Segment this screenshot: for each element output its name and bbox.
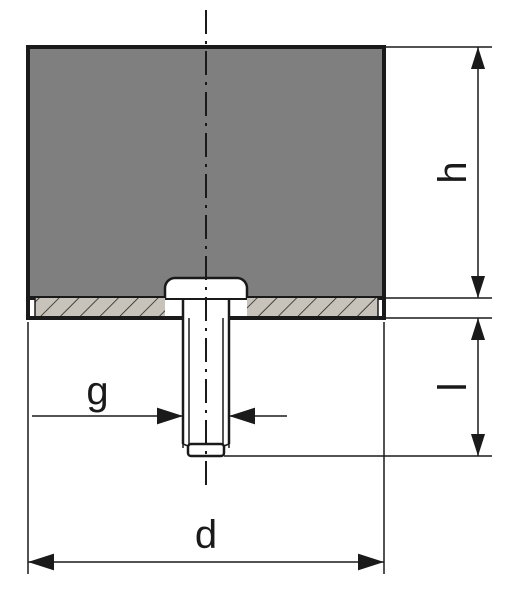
dim-label-l: l [431,383,475,392]
dim-label-g: g [86,369,108,413]
stud-tip [188,444,224,456]
technical-drawing: h l d g [0,0,526,591]
dim-label-d: d [195,513,217,557]
dim-label-h: h [431,161,475,183]
